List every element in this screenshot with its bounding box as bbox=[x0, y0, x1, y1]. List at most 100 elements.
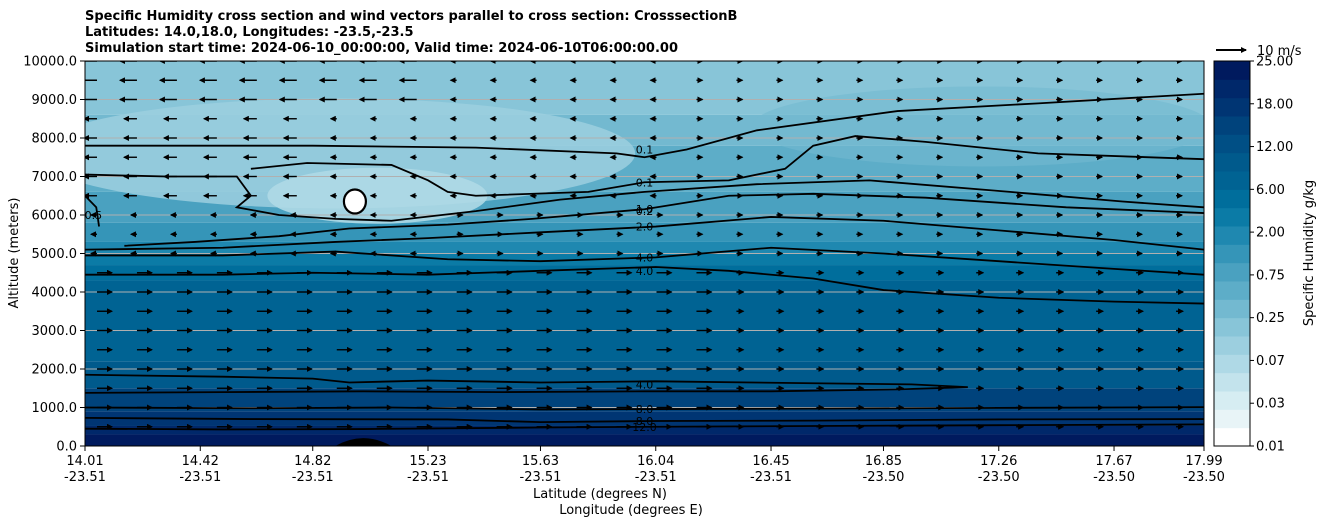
y-tick-label: 5000.0 bbox=[32, 247, 78, 262]
humidity-band bbox=[85, 280, 1204, 362]
colorbar-segment bbox=[1214, 317, 1250, 337]
dry-region bbox=[267, 167, 488, 224]
colorbar-segment bbox=[1214, 354, 1250, 374]
x-tick-label-lat: 14.82 bbox=[294, 454, 331, 469]
humidity-band bbox=[85, 241, 1204, 254]
contour-line bbox=[85, 195, 100, 227]
contour-line bbox=[85, 373, 968, 394]
x-tick-label-lon: -23.51 bbox=[407, 470, 449, 485]
dry-pocket bbox=[342, 188, 368, 215]
axes: 0.0 1000.0 2000.0 3000.0 4000.0 5000.0 6000.0 7… bbox=[23, 55, 1225, 486]
colorbar-tick-label: 0.25 bbox=[1256, 311, 1285, 326]
x-tick-label-lon: -23.51 bbox=[179, 470, 221, 485]
wind-reference-key: 10 m/s bbox=[1216, 44, 1302, 59]
contour-label: 0.1 bbox=[636, 176, 654, 189]
y-tick-label: 10000.0 bbox=[23, 55, 77, 70]
contour-line bbox=[85, 423, 1204, 431]
contour-line bbox=[85, 246, 1204, 276]
humidity-band bbox=[85, 361, 1204, 389]
x-tick-label-lat: 16.45 bbox=[752, 454, 789, 469]
y-tick-label: 6000.0 bbox=[32, 209, 78, 224]
contour-label: 4.0 bbox=[636, 251, 654, 264]
x-tick-label-lon: -23.50 bbox=[978, 470, 1020, 485]
colorbar-segment bbox=[1214, 244, 1250, 264]
colorbar-segment bbox=[1214, 171, 1250, 190]
contour-label: 12.0 bbox=[632, 421, 657, 434]
chart-title-line-2: Latitudes: 14.0,18.0, Longitudes: -23.5,… bbox=[85, 25, 414, 40]
y-tick-label: 2000.0 bbox=[32, 363, 78, 378]
colorbar-segment bbox=[1214, 336, 1250, 355]
x-tick-label-lat: 17.26 bbox=[980, 454, 1017, 469]
colorbar-tick-label: 2.00 bbox=[1256, 226, 1285, 241]
colorbar-segment bbox=[1214, 226, 1250, 245]
colorbar-tick-label: 0.01 bbox=[1256, 440, 1285, 455]
humidity-band bbox=[85, 253, 1204, 266]
x-axis-label-latitude: Latitude (degrees N) bbox=[533, 487, 667, 502]
colorbar-segment bbox=[1214, 97, 1250, 117]
colorbar-segment bbox=[1214, 134, 1250, 154]
humidity-fill-layer bbox=[85, 61, 1204, 446]
y-tick-label: 3000.0 bbox=[32, 324, 78, 339]
x-tick-label-lat: 14.42 bbox=[182, 454, 219, 469]
colorbar-segment bbox=[1214, 372, 1250, 392]
colorbar-segment bbox=[1214, 79, 1250, 99]
colorbar-segment bbox=[1214, 207, 1250, 227]
x-tick-label-lon: -23.50 bbox=[1183, 470, 1225, 485]
x-tick-label-lon: -23.51 bbox=[64, 470, 106, 485]
contour-line bbox=[85, 216, 1204, 251]
contour-lines: 0.10.10.20.51.02.04.04.04.08.08.012.0 bbox=[85, 92, 1204, 434]
colorbar-segment bbox=[1214, 427, 1250, 447]
contour-label: 8.0 bbox=[636, 415, 654, 428]
contour-label: 1.0 bbox=[636, 203, 654, 216]
colorbar-segment bbox=[1214, 116, 1250, 135]
x-tick-label-lat: 17.99 bbox=[1185, 454, 1222, 469]
y-tick-label: 8000.0 bbox=[32, 132, 78, 147]
x-tick-label-lat: 16.04 bbox=[637, 454, 674, 469]
humidity-band bbox=[85, 388, 1204, 412]
colorbar-tick-label: 18.00 bbox=[1256, 97, 1293, 112]
colorbar-tick-label: 0.03 bbox=[1256, 397, 1285, 412]
contour-label: 4.0 bbox=[636, 265, 654, 278]
dry-region bbox=[85, 98, 636, 209]
colorbar-segment bbox=[1214, 281, 1250, 300]
wind-reference-label: 10 m/s bbox=[1257, 44, 1302, 59]
y-tick-label: 9000.0 bbox=[32, 93, 78, 108]
x-tick-label-lon: -23.51 bbox=[635, 470, 677, 485]
colorbar-segment bbox=[1214, 152, 1250, 172]
humidity-band bbox=[85, 265, 1204, 281]
colorbar-tick-label: 0.07 bbox=[1256, 354, 1285, 369]
x-tick-label-lat: 16.85 bbox=[865, 454, 902, 469]
contour-line bbox=[85, 173, 1204, 222]
x-tick-label-lat: 15.63 bbox=[522, 454, 559, 469]
y-tick-label: 1000.0 bbox=[32, 401, 78, 416]
colorbar-segment bbox=[1214, 409, 1250, 429]
y-tick-label: 4000.0 bbox=[32, 286, 78, 301]
colorbar-segment bbox=[1214, 299, 1250, 319]
y-tick-label: 0.0 bbox=[56, 440, 77, 455]
moist-region bbox=[751, 86, 1204, 167]
contour-label: 4.0 bbox=[636, 378, 654, 391]
contour-line bbox=[124, 192, 1204, 247]
terrain bbox=[335, 438, 392, 446]
x-tick-label-lon: -23.51 bbox=[292, 470, 334, 485]
colorbar-segment bbox=[1214, 61, 1250, 80]
y-axis-label: Altitude (meters) bbox=[7, 198, 22, 309]
contour-label: 0.1 bbox=[636, 144, 654, 157]
x-tick-label-lat: 15.23 bbox=[409, 454, 446, 469]
colorbar-label: Specific Humidity g/kg bbox=[1302, 180, 1317, 326]
humidity-band bbox=[85, 425, 1204, 435]
chart-title-line-1: Specific Humidity cross section and wind… bbox=[85, 9, 738, 24]
colorbar-tick-label: 0.75 bbox=[1256, 268, 1285, 283]
colorbar-tick-label: 25.00 bbox=[1256, 55, 1293, 70]
x-axis-label-longitude: Longitude (degrees E) bbox=[559, 503, 703, 518]
x-tick-label-lon: -23.50 bbox=[863, 470, 905, 485]
contour-label: 8.0 bbox=[636, 403, 654, 416]
contour-line bbox=[85, 266, 1204, 305]
contour-label: 0.5 bbox=[85, 209, 103, 222]
humidity-band bbox=[85, 411, 1204, 426]
colorbar-tick-label: 12.00 bbox=[1256, 140, 1293, 155]
x-tick-label-lon: -23.51 bbox=[750, 470, 792, 485]
x-tick-label-lon: -23.50 bbox=[1093, 470, 1135, 485]
colorbar-frame bbox=[1213, 60, 1251, 447]
contour-line bbox=[85, 92, 1204, 159]
